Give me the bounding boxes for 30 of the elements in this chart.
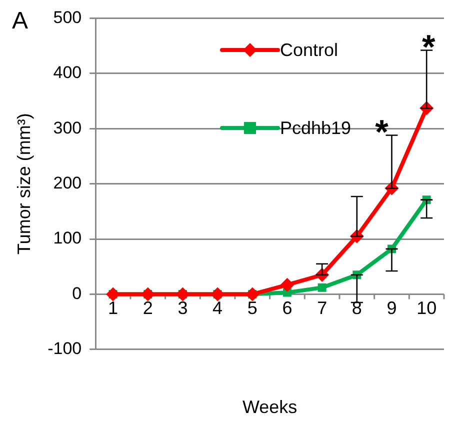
- x-tick-label: 3: [178, 298, 188, 318]
- y-tick-label: 300: [53, 118, 82, 138]
- annotation: *: [422, 28, 436, 67]
- x-tick-label: 5: [247, 298, 258, 318]
- y-tick-label: 500: [53, 8, 82, 27]
- x-tick-label: 4: [212, 298, 223, 318]
- x-axis-title: Weeks: [242, 397, 298, 418]
- y-tick-label: 0: [72, 284, 82, 303]
- y-tick-label: -100: [48, 339, 82, 358]
- annotation: *: [375, 114, 390, 152]
- x-tick-label: 9: [386, 298, 397, 318]
- point: [245, 287, 260, 302]
- y-axis-title: Tumor size (mm³): [14, 113, 34, 254]
- point: [140, 287, 155, 302]
- x-tick-label: 1: [108, 298, 118, 318]
- point: [210, 287, 225, 302]
- x-tick-label: 7: [317, 298, 328, 318]
- point: [176, 287, 190, 302]
- text: A: [12, 8, 28, 35]
- y-tick-label: 400: [53, 63, 82, 82]
- point: [280, 278, 294, 292]
- x-tick-label: 6: [282, 298, 292, 318]
- point: [318, 283, 326, 292]
- point: [106, 287, 120, 302]
- x-tick-label: 2: [142, 298, 153, 318]
- legend-label: Control: [280, 40, 338, 60]
- y-tick-label: 200: [53, 173, 82, 192]
- x-tick-label: 10: [416, 298, 437, 318]
- y-tick-label: 100: [53, 228, 82, 248]
- legend-label: Pcdhb19: [280, 118, 352, 138]
